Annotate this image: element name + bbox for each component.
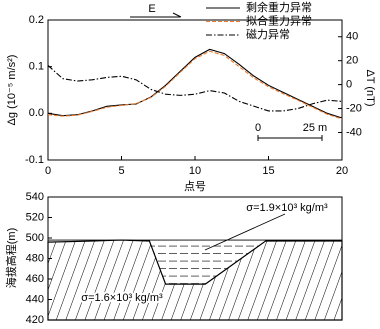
- legend-label: 磁力异常: [246, 28, 290, 41]
- plot-frame: [47, 19, 343, 161]
- scale-label: 0: [255, 122, 261, 134]
- y-tick-label: 0.1: [29, 61, 44, 73]
- leader-line: [204, 213, 286, 251]
- y-tick-label: 480: [26, 252, 44, 264]
- density-label: σ=1.9×10³ kg/m³: [246, 202, 328, 214]
- y-tick-label: 420: [26, 314, 44, 326]
- y-tick-label: 0.2: [29, 14, 44, 26]
- section: [47, 239, 343, 321]
- arrow-head: [172, 12, 182, 18]
- legend-label: 剩余重力异常: [246, 0, 312, 14]
- y-tick-label: 460: [26, 273, 44, 285]
- y-tick-label: 520: [26, 211, 44, 223]
- direction-label: E: [148, 3, 155, 15]
- y-tick-label: 540: [26, 191, 44, 203]
- series-line: [47, 65, 343, 112]
- x-tick-label: 0: [45, 165, 51, 177]
- y-axis-label: Δg (10⁻⁵ m/s²): [6, 55, 18, 126]
- y2-tick-label: -40: [346, 126, 362, 138]
- y2-tick-label: 20: [346, 55, 358, 67]
- x-tick-label: 5: [118, 165, 124, 177]
- y-tick-label: 0.0: [29, 107, 44, 119]
- y-tick-label: 440: [26, 293, 44, 305]
- series-line: [47, 50, 343, 120]
- x-tick-label: 10: [189, 165, 201, 177]
- series-line: [47, 48, 343, 119]
- y2-tick-label: -20: [346, 102, 362, 114]
- x-tick-label: 20: [336, 165, 348, 177]
- legend-label: 拟合重力异常: [246, 13, 312, 27]
- y2-axis-label: ΔT (nT): [364, 69, 376, 106]
- y-tick-label: 500: [26, 232, 44, 244]
- x-tick-label: 15: [262, 165, 274, 177]
- y2-tick-label: 40: [346, 31, 358, 43]
- x-axis-label: 点号: [184, 180, 206, 193]
- density-label: σ=1.6×10³ kg/m³: [81, 292, 163, 304]
- bedrock-area: [47, 239, 343, 321]
- y-axis-label: 海拔高程(m): [4, 228, 18, 289]
- y-tick-label: -0.1: [25, 154, 44, 166]
- y2-tick-label: 0: [346, 79, 352, 91]
- scale-label: 25 m: [303, 122, 327, 134]
